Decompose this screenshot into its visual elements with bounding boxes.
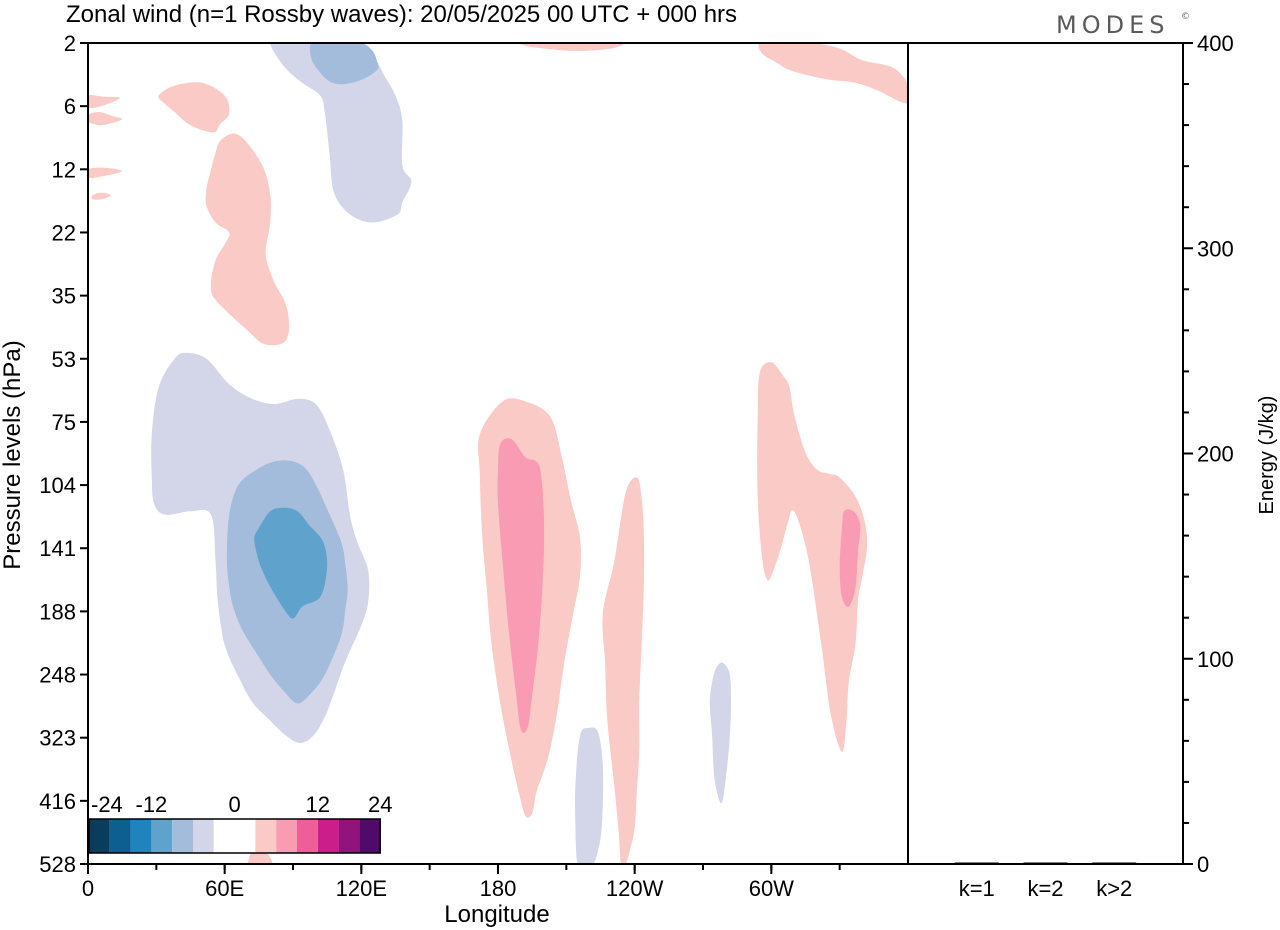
longitude-tick-label: 0 [82,876,94,901]
contour-region-20 [709,662,732,804]
energy-bars: k=1 k=2 k>2 [954,862,1137,901]
longitude-tick-label: 60E [205,876,244,901]
contour-region-16 [519,43,624,51]
pressure-tick-label: 75 [52,410,76,435]
longitude-tick-label: 120W [606,876,664,901]
pressure-tick-label: 528 [39,852,76,877]
colorbar-swatch [297,819,318,853]
x-axis-label: Longitude [444,901,549,928]
pressure-tick-label: 22 [52,220,76,245]
y-axis-label: Pressure levels (hPa) [0,340,26,569]
contour-region-2 [254,507,328,619]
colorbar-swatch [255,819,277,853]
colorbar-swatch [338,819,360,853]
energy-tick-label: 400 [1197,31,1234,56]
energy-tick-label: 0 [1197,852,1209,877]
colorbar: -24 -12 0 12 24 [88,792,392,854]
contour-region-15 [91,192,111,200]
energy-bar [954,862,999,864]
pressure-tick-label: 188 [39,599,76,624]
pressure-tick-label: 35 [52,284,76,309]
colorbar-swatch [130,819,152,853]
colorbar-label: 12 [306,792,330,817]
contour-region-17 [758,43,908,104]
colorbar-swatch [89,819,110,853]
colorbar-swatch [359,819,381,853]
colorbar-swatch [151,819,173,853]
colorbar-swatch [234,819,256,853]
energy-category-label: k=2 [1027,876,1063,901]
contour-region-7 [602,477,645,864]
energy-category-label: k=1 [959,876,995,901]
energy-category-label: k>2 [1096,876,1132,901]
colorbar-swatch [193,819,214,853]
contour-region-9 [839,509,861,608]
contour-region-12 [88,95,120,109]
energy-axis: 0 100 200 300 400 [1183,31,1234,877]
energy-tick-label: 300 [1197,236,1234,261]
pressure-tick-label: 416 [39,789,76,814]
colorbar-swatch [213,819,235,853]
colorbar-swatch [109,819,131,853]
energy-tick-label: 100 [1197,647,1234,672]
pressure-tick-label: 53 [52,347,76,372]
energy-axis-label: Energy (J/kg) [1256,396,1278,515]
colorbar-label: 0 [228,792,240,817]
pressure-tick-label: 2 [64,31,76,56]
pressure-tick-label: 12 [52,157,76,182]
colorbar-label: -24 [91,792,123,817]
longitude-tick-label: 120E [336,876,387,901]
energy-tick-label: 200 [1197,442,1234,467]
contour-layer [88,43,908,864]
pressure-tick-label: 6 [64,94,76,119]
energy-bar [1092,862,1137,864]
contour-region-8 [757,362,868,753]
contour-region-4 [309,43,379,85]
pressure-tick-label: 141 [39,536,76,561]
brand-logo: MODES [1056,11,1169,39]
colorbar-label: 24 [368,792,392,817]
contour-region-10 [158,82,230,133]
contour-region-14 [88,167,123,179]
colorbar-swatch [317,819,339,853]
energy-bar [1023,862,1068,864]
chart-title: Zonal wind (n=1 Rossby waves): 20/05/202… [66,1,737,28]
brand-mark: © [1181,12,1195,22]
contour-region-6 [497,438,545,733]
pressure-tick-label: 323 [39,726,76,751]
colorbar-swatch [276,819,297,853]
longitude-tick-label: 180 [480,876,517,901]
colorbar-swatch [172,819,193,853]
longitude-tick-label: 60W [749,876,794,901]
contour-region-3 [270,43,412,223]
longitude-axis: 0 60E 120E 180 120W 60W [82,864,841,901]
pressure-tick-label: 248 [39,663,76,688]
colorbar-label: -12 [136,792,168,817]
pressure-tick-label: 104 [39,473,76,498]
contour-region-19 [575,727,604,864]
contour-region-13 [88,111,123,126]
pressure-axis: 2 6 12 22 35 53 75 104 141 188 248 323 416 528 [39,31,88,877]
contour-region-11 [205,133,290,346]
colorbar-frame [88,818,381,854]
